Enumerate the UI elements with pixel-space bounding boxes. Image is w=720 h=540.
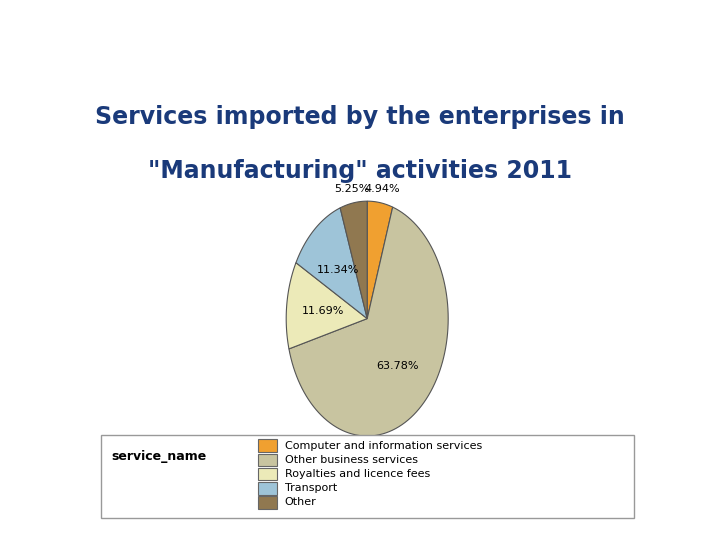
Polygon shape [289, 207, 448, 436]
Polygon shape [287, 262, 367, 349]
FancyBboxPatch shape [101, 435, 634, 518]
Text: 4.94%: 4.94% [364, 184, 400, 194]
FancyBboxPatch shape [258, 468, 276, 480]
Text: Services imported by the enterprises in: Services imported by the enterprises in [95, 105, 625, 129]
FancyBboxPatch shape [258, 482, 276, 495]
Text: 63.78%: 63.78% [377, 361, 419, 370]
FancyBboxPatch shape [258, 454, 276, 466]
Text: Other business services: Other business services [284, 455, 418, 465]
Text: "Manufacturing" activities 2011: "Manufacturing" activities 2011 [148, 159, 572, 183]
Text: Eurostat: Eurostat [333, 522, 387, 532]
Polygon shape [340, 201, 367, 319]
Text: 11.69%: 11.69% [302, 306, 344, 316]
Polygon shape [367, 201, 392, 319]
Text: Transport: Transport [284, 483, 337, 493]
Text: Other: Other [284, 497, 316, 508]
Polygon shape [296, 208, 367, 319]
Text: 5.25%: 5.25% [334, 184, 369, 194]
Text: 11.34%: 11.34% [317, 265, 359, 274]
Text: Royalties and licence fees: Royalties and licence fees [284, 469, 430, 479]
Text: Computer and information services: Computer and information services [284, 441, 482, 450]
FancyBboxPatch shape [258, 496, 276, 509]
Text: service_name: service_name [112, 450, 207, 463]
FancyBboxPatch shape [258, 440, 276, 452]
